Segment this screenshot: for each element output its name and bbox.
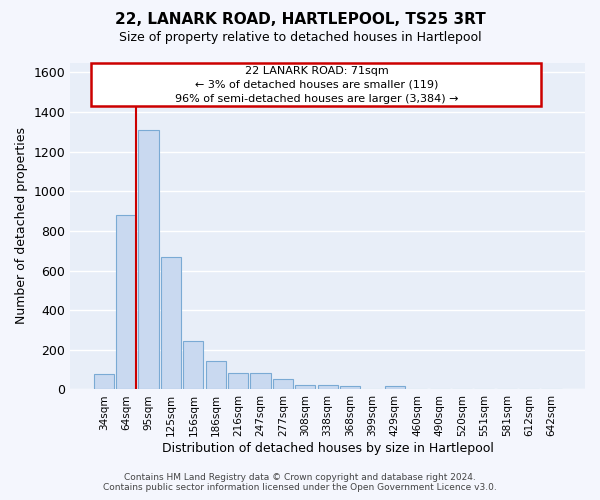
Bar [161, 256, 181, 390]
Bar [317, 386, 338, 390]
Bar [183, 341, 203, 390]
Bar [295, 384, 316, 390]
Text: Contains HM Land Registry data © Crown copyright and database right 2024.
Contai: Contains HM Land Registry data © Crown c… [103, 473, 497, 492]
Bar [206, 360, 226, 390]
Text: Size of property relative to detached houses in Hartlepool: Size of property relative to detached ho… [119, 31, 481, 44]
X-axis label: Distribution of detached houses by size in Hartlepool: Distribution of detached houses by size … [162, 442, 494, 455]
Text: 22, LANARK ROAD, HARTLEPOOL, TS25 3RT: 22, LANARK ROAD, HARTLEPOOL, TS25 3RT [115, 12, 485, 28]
Bar [91, 64, 541, 106]
Bar [340, 386, 360, 390]
Bar [385, 386, 405, 390]
Bar [94, 374, 114, 390]
Bar [273, 378, 293, 390]
Bar [228, 372, 248, 390]
Bar [116, 215, 136, 390]
Text: 22 LANARK ROAD: 71sqm
← 3% of detached houses are smaller (119)
96% of semi-deta: 22 LANARK ROAD: 71sqm ← 3% of detached h… [175, 66, 458, 104]
Bar [139, 130, 158, 390]
Bar [250, 372, 271, 390]
Y-axis label: Number of detached properties: Number of detached properties [15, 128, 28, 324]
